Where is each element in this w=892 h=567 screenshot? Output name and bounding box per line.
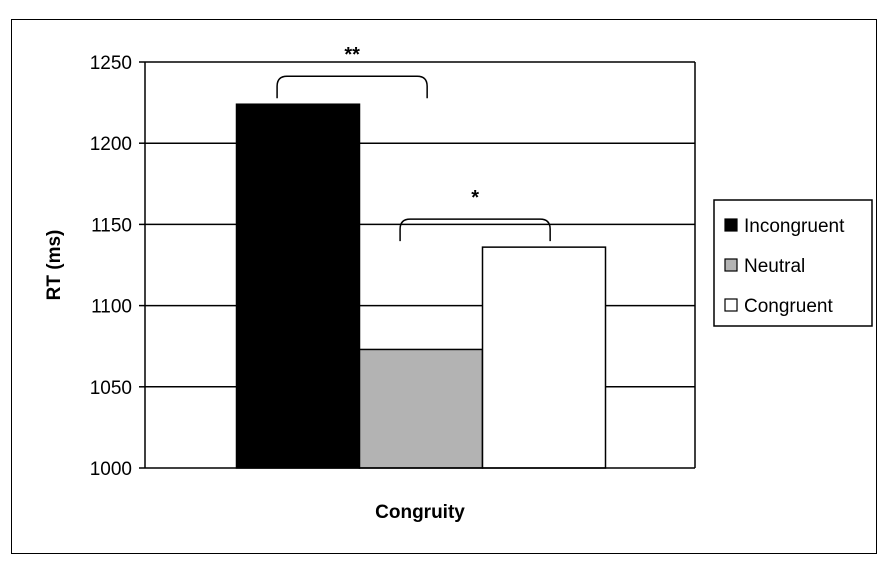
legend-label-incongruent: Incongruent [744,216,845,237]
axes [139,61,696,469]
legend-label-neutral: Neutral [744,256,805,277]
bar-congruent [481,246,607,469]
y-axis-title: RT (ms) [44,230,65,301]
legend: Incongruent Neutral Congruent [713,199,873,327]
bar-incongruent [235,103,361,469]
bars [235,103,607,469]
legend-swatch-congruent [724,298,738,312]
significance-bracket [399,218,551,242]
legend-swatch-incongruent [724,218,738,232]
legend-box [713,199,873,327]
y-tick-label: 1200 [90,134,132,155]
significance-label: ** [344,44,360,66]
y-tick-label: 1000 [90,459,132,480]
y-tick-label: 1250 [90,53,132,74]
gridlines [145,61,695,388]
y-tick-label: 1100 [91,297,132,318]
legend-label-congruent: Congruent [744,296,833,317]
significance-label: * [471,187,479,209]
significance-brackets: *** [276,44,551,242]
x-axis-title: Congruity [375,502,465,523]
legend-swatch-neutral [724,258,738,272]
bar-neutral [358,348,484,469]
significance-bracket [276,75,428,99]
y-tick-label: 1050 [90,378,132,399]
y-tick-label: 1150 [91,215,132,236]
y-tick-labels: 1000 1050 1100 1150 1200 1250 [90,53,132,480]
